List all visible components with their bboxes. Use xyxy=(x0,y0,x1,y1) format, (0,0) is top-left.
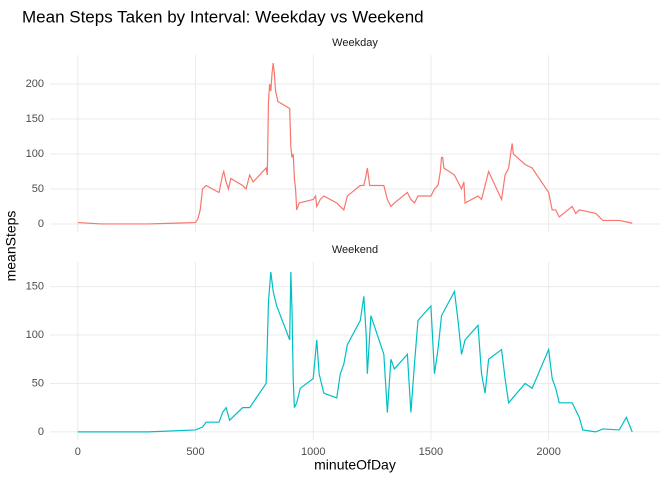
y-tick-label: 200 xyxy=(26,78,44,90)
y-tick-label: 50 xyxy=(32,183,44,195)
y-tick-label: 50 xyxy=(32,377,44,389)
y-tick-label: 150 xyxy=(26,113,44,125)
y-tick-label: 0 xyxy=(38,218,44,230)
data-line xyxy=(77,62,633,225)
x-tick-label: 1000 xyxy=(301,446,325,458)
x-tick-label: 0 xyxy=(75,446,81,458)
chart-title: Mean Steps Taken by Interval: Weekday vs… xyxy=(22,7,424,26)
x-tick-label: 1500 xyxy=(419,446,443,458)
y-tick-label: 0 xyxy=(38,426,44,438)
y-axis-label: meanSteps xyxy=(3,211,19,282)
panel-title: Weekend xyxy=(332,244,378,256)
x-tick-label: 500 xyxy=(186,446,204,458)
data-line xyxy=(77,271,633,433)
y-tick-label: 100 xyxy=(26,148,44,160)
panel-title: Weekday xyxy=(332,37,378,49)
x-tick-label: 2000 xyxy=(536,446,560,458)
x-axis-label: minuteOfDay xyxy=(314,457,396,473)
y-tick-label: 150 xyxy=(26,281,44,293)
y-tick-label: 100 xyxy=(26,329,44,341)
